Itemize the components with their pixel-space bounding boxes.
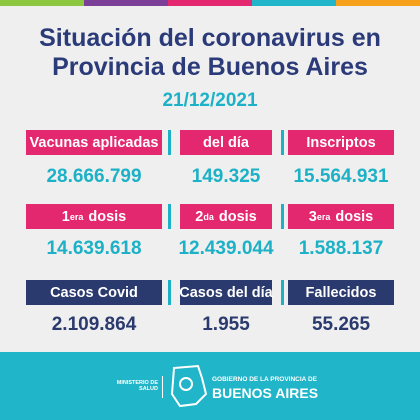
value: 28.666.799 xyxy=(46,166,142,187)
value: 55.265 xyxy=(311,314,371,335)
gov-line: GOBIERNO DE LA PROVINCIA DE xyxy=(212,376,317,383)
separator xyxy=(281,130,284,155)
separator xyxy=(281,204,284,229)
separator xyxy=(168,204,171,229)
value: 149.325 xyxy=(191,166,261,187)
label-number: 1 xyxy=(61,208,70,225)
label-word: dosis xyxy=(218,208,257,225)
label-superscript: era xyxy=(316,211,331,222)
separator xyxy=(281,280,284,305)
title: Situación del coronavirus en xyxy=(39,24,381,52)
label-number: 2 xyxy=(195,208,204,225)
label-box: 1 era dosis xyxy=(26,204,162,229)
ministry: MINISTERIO DE SALUD xyxy=(108,380,158,392)
label-box: 3 era dosis xyxy=(288,204,394,229)
label-box: Inscriptos xyxy=(288,130,394,155)
label-box: Vacunas aplicadas xyxy=(26,130,162,155)
value: 12.439.044 xyxy=(178,238,274,259)
gov-line: BUENOS AIRES xyxy=(212,385,319,401)
province-logo xyxy=(170,364,208,408)
value: 1.955 xyxy=(202,314,250,335)
ministry-line: SALUD xyxy=(139,386,158,392)
stripe xyxy=(336,0,420,6)
value: 2.109.864 xyxy=(51,314,137,335)
label-superscript: era xyxy=(69,211,84,222)
label-word: dosis xyxy=(88,208,127,225)
label-box: Casos del día xyxy=(179,280,273,305)
separator xyxy=(168,280,171,305)
stripe xyxy=(0,0,84,6)
label-box: 2 da dosis xyxy=(180,204,272,229)
divider xyxy=(162,376,163,398)
label-number: 3 xyxy=(308,208,317,225)
value: 14.639.618 xyxy=(46,238,142,259)
stripe xyxy=(252,0,336,6)
title: Provincia de Buenos Aires xyxy=(52,53,368,81)
footer: MINISTERIO DE SALUD GOBIERNO DE LA PROVIN… xyxy=(0,352,420,420)
separator xyxy=(168,130,171,155)
value: 1.588.137 xyxy=(298,238,384,259)
stripe xyxy=(168,0,252,6)
label-box: Fallecidos xyxy=(288,280,394,305)
value: 15.564.931 xyxy=(293,166,389,187)
ministry-line: MINISTERIO DE xyxy=(116,380,158,386)
label-word: dosis xyxy=(335,208,374,225)
label-box: del día xyxy=(180,130,272,155)
stripe xyxy=(84,0,168,6)
label-box: Casos Covid xyxy=(26,280,162,305)
date: 21/12/2021 xyxy=(162,90,258,111)
label-superscript: da xyxy=(203,211,214,222)
